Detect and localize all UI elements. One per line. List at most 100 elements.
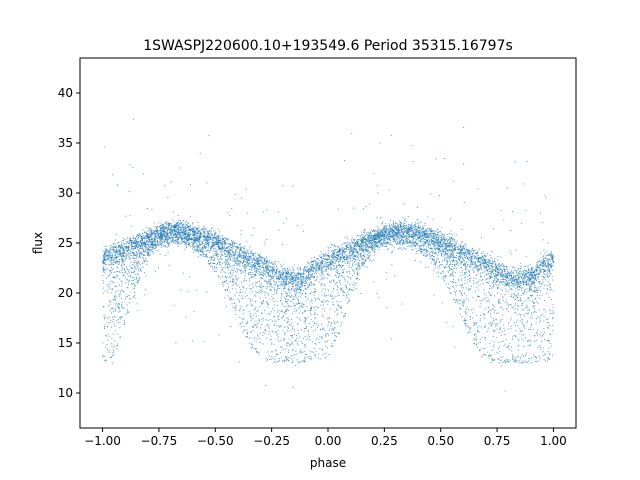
data-point <box>524 269 526 271</box>
data-point <box>330 346 332 348</box>
data-point <box>219 255 221 257</box>
data-point <box>375 236 377 238</box>
data-point <box>363 259 365 261</box>
data-point <box>107 292 109 294</box>
data-point <box>490 324 492 326</box>
data-point <box>132 257 134 259</box>
data-point <box>333 340 335 342</box>
data-point <box>128 257 130 259</box>
data-point <box>400 226 402 228</box>
data-point <box>518 279 520 281</box>
data-point <box>114 300 116 302</box>
data-point <box>369 235 371 237</box>
data-point <box>332 287 334 289</box>
data-point <box>102 260 104 262</box>
data-point <box>140 270 142 272</box>
data-point <box>508 279 510 281</box>
data-point <box>113 272 115 274</box>
data-point <box>248 311 250 313</box>
data-point <box>319 262 321 264</box>
data-point <box>275 281 277 283</box>
data-point <box>382 242 384 244</box>
data-point <box>498 284 500 286</box>
data-point <box>414 227 416 229</box>
data-point <box>504 360 506 362</box>
data-point <box>547 267 549 269</box>
data-point <box>381 222 383 224</box>
data-point <box>235 313 237 315</box>
data-point <box>162 235 164 237</box>
data-point <box>411 230 413 232</box>
data-point <box>285 309 287 311</box>
data-point <box>205 242 207 244</box>
data-point <box>435 262 437 264</box>
data-point <box>448 243 450 245</box>
data-point <box>307 277 309 279</box>
data-point <box>410 224 412 226</box>
data-point <box>418 227 420 229</box>
data-point <box>150 239 152 241</box>
data-point <box>296 297 298 299</box>
data-point <box>528 309 530 311</box>
data-point <box>280 264 282 266</box>
data-point <box>450 233 452 235</box>
data-point <box>254 308 256 310</box>
data-point <box>300 281 302 283</box>
data-point <box>249 246 251 248</box>
data-point <box>498 341 500 343</box>
data-point <box>111 260 113 262</box>
data-point <box>423 236 425 238</box>
data-point <box>261 274 263 276</box>
data-point <box>498 269 500 270</box>
data-point <box>389 238 391 240</box>
data-point <box>237 255 239 257</box>
data-point <box>177 221 179 223</box>
data-point <box>405 236 407 238</box>
data-point <box>449 237 451 239</box>
data-point <box>349 244 351 246</box>
data-point <box>377 236 379 238</box>
data-point <box>274 356 276 357</box>
data-point <box>522 325 524 327</box>
data-point <box>109 322 111 324</box>
data-point <box>541 283 543 285</box>
data-point <box>316 298 318 300</box>
data-point <box>149 240 151 242</box>
data-point <box>111 312 113 314</box>
data-point <box>232 250 234 252</box>
data-point <box>460 247 462 249</box>
data-point <box>168 244 170 246</box>
data-point <box>544 263 546 265</box>
data-point <box>124 259 126 261</box>
data-point <box>213 246 215 248</box>
data-point <box>551 279 553 281</box>
data-point <box>289 282 291 284</box>
data-point <box>324 285 326 287</box>
data-point <box>121 263 123 265</box>
data-point <box>281 268 283 270</box>
data-point <box>119 247 121 249</box>
data-point <box>139 234 141 236</box>
data-point <box>345 255 347 257</box>
data-point <box>444 276 446 278</box>
data-point <box>331 244 333 246</box>
data-point <box>421 231 423 233</box>
data-point <box>400 221 402 223</box>
data-point <box>148 236 150 238</box>
data-point <box>102 269 104 271</box>
data-point <box>406 237 408 239</box>
data-point <box>468 250 470 252</box>
data-point <box>162 233 164 235</box>
data-point <box>325 263 327 265</box>
data-point <box>420 244 422 246</box>
data-point <box>357 265 359 267</box>
data-point <box>295 303 297 305</box>
data-point <box>313 307 315 309</box>
data-point <box>390 234 392 236</box>
data-point <box>109 264 111 266</box>
data-point <box>148 241 150 243</box>
data-point <box>545 257 547 259</box>
data-point <box>210 233 212 235</box>
data-point <box>105 346 107 348</box>
data-point <box>494 274 496 276</box>
